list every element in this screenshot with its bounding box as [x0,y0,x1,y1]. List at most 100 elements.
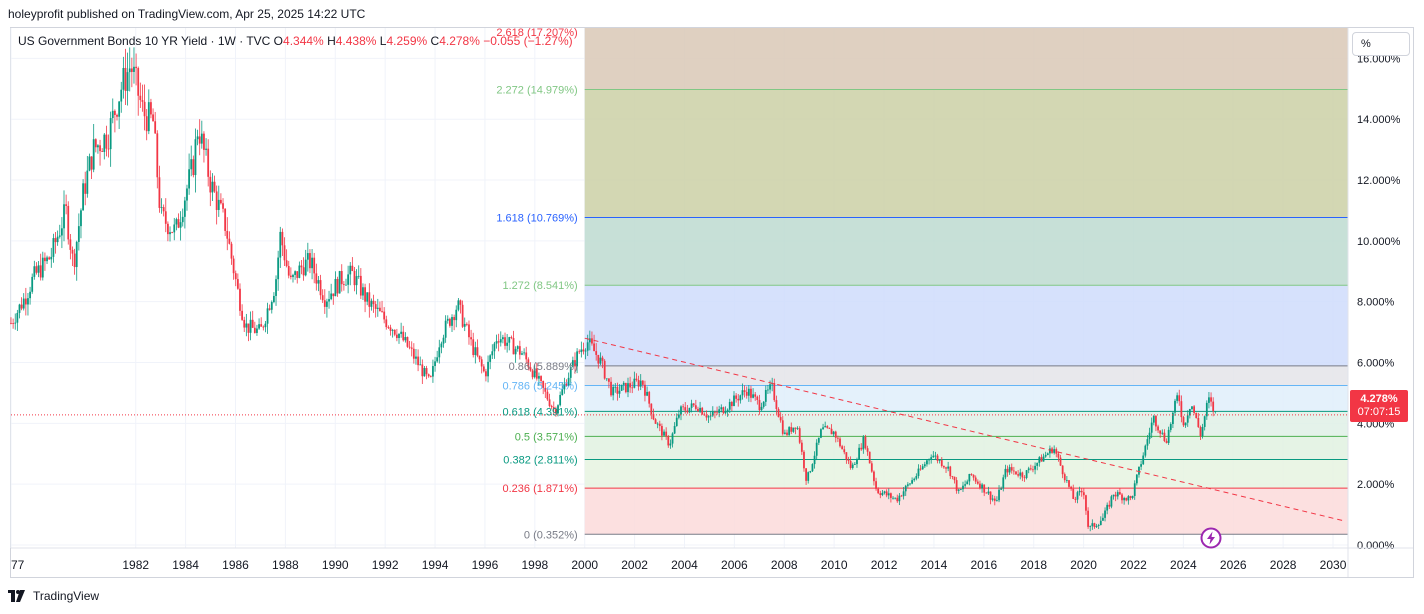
candle-body [156,133,159,178]
candle-body [232,258,235,274]
fib-level-label: 0.618 (4.391%) [502,406,577,418]
candle-body [1159,430,1162,434]
candle-body [60,228,63,236]
candle-body [84,183,87,194]
candle-body [395,334,398,339]
candle-body [711,411,714,416]
candle-body [841,446,844,450]
candle-body [1116,492,1119,497]
candle-body [1195,412,1198,418]
candle-body [188,169,191,189]
trendline [584,337,1344,522]
fib-level-label: 0.5 (3.571%) [515,431,578,443]
candle-body [243,319,246,328]
x-tick-label: 2028 [1270,558,1297,572]
candle-body [1063,474,1066,481]
candle-body [279,231,282,258]
tradingview-logo[interactable]: TradingView [8,589,99,603]
candle-body [22,298,25,309]
candle-body [294,271,297,275]
candle-body [455,309,458,321]
candle-body [166,223,169,235]
fib-zone [584,365,1348,386]
candle-body [402,331,405,341]
candle-body [970,473,973,475]
candle-body [313,257,316,274]
candle-body [1161,432,1164,434]
candle-body [985,492,988,494]
candle-body [794,427,797,429]
candle-body [805,468,807,481]
candle-body [457,300,460,310]
candle-body [866,448,869,452]
candle-body [544,387,547,392]
candle-body [928,459,930,461]
candle-body [417,356,419,366]
candle-body [1171,412,1174,425]
candle-body [101,151,104,152]
candle-body [603,360,606,379]
candle-body [442,337,445,344]
candle-body [847,459,850,461]
fib-zone [584,285,1348,366]
candle-body [976,481,979,484]
candle-body [953,476,956,481]
candle-body [54,238,57,243]
legend-open: 4.344% [283,34,324,48]
candle-body [518,346,521,355]
candle-body [489,355,492,362]
candle-body [423,368,426,377]
x-tick-label: 2024 [1170,558,1197,572]
candle-body [1032,469,1034,471]
price-scale-unit-button[interactable]: % [1352,32,1410,56]
candle-body [107,148,110,150]
candle-body [80,210,82,227]
candle-body [90,156,93,170]
candle-body [887,493,890,496]
candle-body [50,256,53,260]
candle-body [292,274,294,278]
candle-body [658,423,661,427]
candle-body [268,308,271,310]
candle-body [870,463,873,472]
candle-body [890,493,892,498]
candle-body [196,136,199,140]
candle-body [860,447,863,450]
candle-body [616,386,619,394]
candle-body [130,68,133,72]
candle-body [983,484,986,493]
candle-body [644,384,646,396]
candle-body [667,436,670,446]
candle-body [1093,523,1096,527]
legend-high: 4.438% [335,34,377,48]
candle-body [1091,523,1094,527]
fib-level-label: 1.618 (10.769%) [496,212,577,224]
candle-body [198,136,201,144]
candle-body [1174,400,1176,413]
candle-body [1025,470,1028,478]
candle-body [427,374,430,377]
tradingview-logo-icon [8,590,25,602]
candle-body [608,378,610,382]
candle-body [241,310,244,320]
candle-body [1112,494,1115,497]
candle-body [236,279,239,289]
candle-body [162,207,165,212]
candle-body [1205,402,1208,417]
candle-body [663,431,665,436]
candle-body [775,400,778,410]
candle-body [1072,488,1075,499]
candle-body [16,312,19,323]
flash-icon[interactable] [1200,527,1222,549]
candle-body [733,395,735,407]
candle-body [767,389,769,391]
candle-body [849,460,852,468]
candle-body [273,295,275,303]
x-axis: 77 1982 1984 1986 1988 1990 1992 1994 1996 1998 20… [11,558,1347,572]
legend-close: 4.278% [439,34,480,48]
candle-body [631,387,634,389]
candle-body [109,118,112,150]
candle-body [27,298,29,305]
candle-body [843,449,846,453]
